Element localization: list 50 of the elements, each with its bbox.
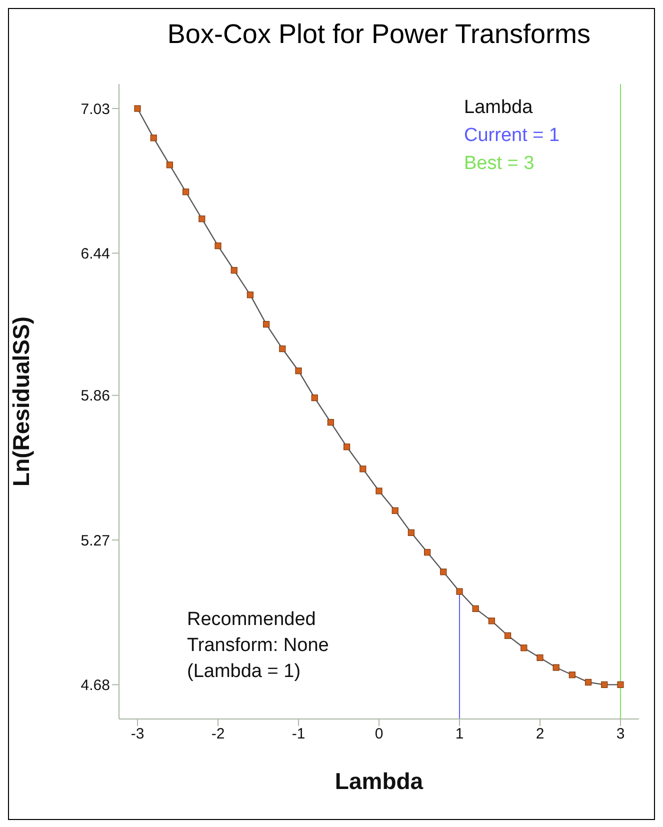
point xyxy=(327,419,334,426)
y-tick-label: 7.03 xyxy=(80,100,110,118)
point xyxy=(344,444,350,450)
legend-title: Lambda xyxy=(464,96,534,120)
x-tick-label: -2 xyxy=(211,726,225,743)
point xyxy=(166,162,174,168)
x-tick-label: -3 xyxy=(130,726,144,743)
point xyxy=(134,105,141,112)
x-tick-label: 1 xyxy=(455,726,464,743)
point xyxy=(488,618,495,624)
x-axis-title: Lambda xyxy=(334,768,424,794)
point xyxy=(263,320,270,328)
y-tick-label: 6.44 xyxy=(80,245,110,262)
point xyxy=(295,368,302,374)
point xyxy=(552,664,560,671)
point xyxy=(536,654,544,662)
x-tick-label: 3 xyxy=(616,726,625,743)
point xyxy=(408,529,414,536)
point xyxy=(584,678,592,686)
point xyxy=(568,672,576,678)
y-tick-label: 5.27 xyxy=(80,532,110,550)
point xyxy=(456,588,463,595)
x-tick-label: 0 xyxy=(374,726,384,743)
point xyxy=(230,267,238,274)
point xyxy=(440,568,447,576)
point xyxy=(311,394,318,402)
annotation: Recommended Transform: None (Lambda = 1) xyxy=(187,608,329,684)
point xyxy=(520,644,528,652)
point xyxy=(601,681,608,688)
ref-line-label: Best = 3 xyxy=(464,152,536,176)
y-tick-label: 4.68 xyxy=(80,677,110,694)
point xyxy=(182,188,190,196)
point xyxy=(472,605,479,612)
chart-title: Box-Cox Plot for Power Transforms xyxy=(166,19,592,50)
point xyxy=(424,548,431,556)
y-axis-title: Ln(ResidualSS) xyxy=(8,316,34,486)
y-tick-label: 5.86 xyxy=(80,388,110,405)
point xyxy=(279,345,286,352)
point xyxy=(214,242,222,250)
point xyxy=(504,632,512,639)
point xyxy=(150,134,157,142)
point xyxy=(392,507,398,514)
ref-line-label: Current = 1 xyxy=(464,124,560,148)
point xyxy=(246,292,254,298)
x-tick-label: -1 xyxy=(292,726,306,743)
point xyxy=(360,466,366,472)
point xyxy=(376,488,382,494)
point xyxy=(617,681,624,688)
x-tick-label: 2 xyxy=(536,726,544,743)
point xyxy=(198,216,206,222)
